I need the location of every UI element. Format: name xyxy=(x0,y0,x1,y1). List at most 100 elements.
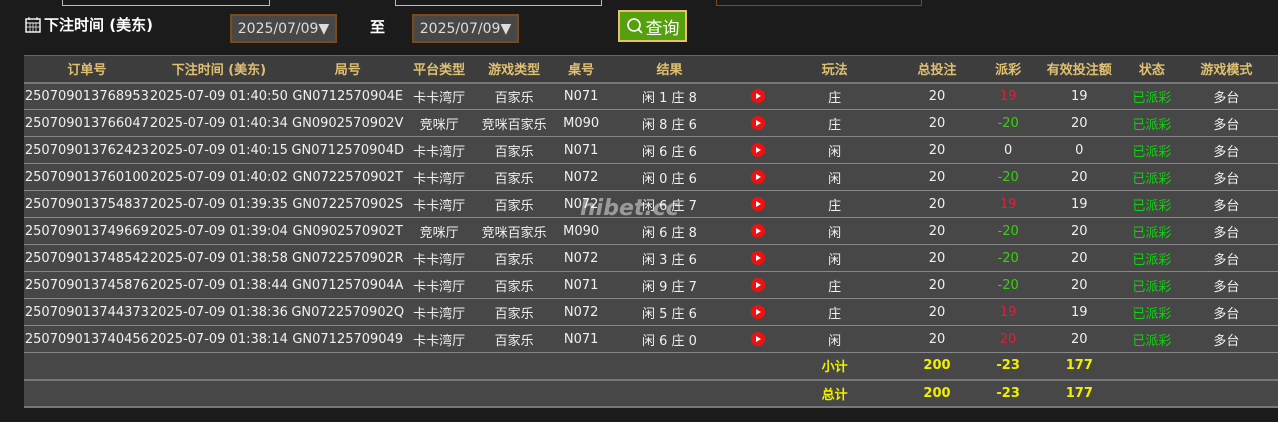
cell: 庄 xyxy=(782,298,888,326)
cell: 19 xyxy=(986,190,1030,218)
cell: 已派彩 xyxy=(1129,136,1175,164)
top-input-1[interactable] xyxy=(62,0,270,6)
column-header: 总投注 xyxy=(887,55,987,84)
cell: N071 xyxy=(557,136,605,164)
bet-time-text: 下注时间 (美东) xyxy=(44,16,153,34)
cell: 卡卡湾厅 xyxy=(407,136,471,164)
cell: 卡卡湾厅 xyxy=(407,325,471,353)
play-video-icon[interactable] xyxy=(751,143,766,157)
start-date-select[interactable]: 2025/07/09▼ xyxy=(230,14,337,43)
replay-cell xyxy=(734,271,783,299)
cell: GN0722570902Q xyxy=(287,298,408,326)
cell: 19 xyxy=(986,298,1030,326)
cell: 竞咪厅 xyxy=(407,217,471,245)
watermark: hibet.cc xyxy=(580,196,679,221)
cell: 卡卡湾厅 xyxy=(407,163,471,191)
cell: 2025-07-09 01:39:35 xyxy=(149,190,288,218)
column-header: 派彩 xyxy=(986,55,1030,84)
cell: 20 xyxy=(887,217,987,245)
cell: 0 xyxy=(1029,136,1130,164)
cell: 闲 xyxy=(782,163,888,191)
cell: 已派彩 xyxy=(1129,244,1175,272)
play-video-icon[interactable] xyxy=(751,89,766,104)
cell: 19 xyxy=(986,82,1030,110)
cell: 2025-07-09 01:38:14 xyxy=(149,325,288,353)
cell: 已派彩 xyxy=(1129,271,1175,299)
cell: 卡卡湾厅 xyxy=(407,190,471,218)
table-row: 250709013768953 2025-07-09 01:40:50 GN0712… xyxy=(24,82,1278,110)
bet-time-label: 下注时间 (美东) xyxy=(24,14,153,35)
cell: 百家乐 xyxy=(470,325,558,353)
cell: 百家乐 xyxy=(470,136,558,164)
empty-cell xyxy=(1129,352,1278,381)
empty-cell xyxy=(24,352,783,381)
subtotal-valid: 177 xyxy=(1029,352,1130,381)
cell: N072 xyxy=(557,190,605,218)
cell: 庄 xyxy=(782,109,888,137)
column-header: 下注时间 (美东) xyxy=(149,55,288,84)
cell: GN07125709049 xyxy=(287,325,408,353)
cell: 19 xyxy=(1029,82,1130,110)
cell: 20 xyxy=(887,163,987,191)
query-button[interactable]: 查询 xyxy=(618,10,687,42)
cell: 多台 xyxy=(1174,82,1278,110)
cell: 闲 1 庄 8 xyxy=(604,82,735,110)
cell: M090 xyxy=(557,217,605,245)
column-header: 局号 xyxy=(287,55,408,84)
to-label: 至 xyxy=(370,18,386,36)
cell: 20 xyxy=(1029,163,1130,191)
play-video-icon[interactable] xyxy=(751,278,766,292)
cell: -20 xyxy=(986,217,1030,245)
play-video-icon[interactable] xyxy=(751,224,766,238)
table-row: 250709013745876 2025-07-09 01:38:44 GN0712… xyxy=(24,271,1278,299)
cell: N071 xyxy=(557,325,605,353)
cell: GN0712570904A xyxy=(287,271,408,299)
subtotal-total: 200 xyxy=(887,352,987,381)
cell: 已派彩 xyxy=(1129,217,1175,245)
cell: 20 xyxy=(887,244,987,272)
cell: 2025-07-09 01:38:36 xyxy=(149,298,288,326)
replay-cell xyxy=(734,82,783,110)
column-header xyxy=(734,55,783,84)
table-row: 250709013762423 2025-07-09 01:40:15 GN0712… xyxy=(24,136,1278,164)
cell: 闲 3 庄 6 xyxy=(604,244,735,272)
cell: 多台 xyxy=(1174,244,1278,272)
cell: 闲 6 庄 7 xyxy=(604,190,735,218)
table-row: 250709013744373 2025-07-09 01:38:36 GN0722… xyxy=(24,298,1278,326)
end-date-select[interactable]: 2025/07/09▼ xyxy=(412,14,519,43)
play-video-icon[interactable] xyxy=(751,116,766,130)
cell: 多台 xyxy=(1174,136,1278,164)
cell: 250709013744373 xyxy=(24,298,150,326)
cell: 250709013760100 xyxy=(24,163,150,191)
cell: N071 xyxy=(557,271,605,299)
cell: 百家乐 xyxy=(470,163,558,191)
play-video-icon[interactable] xyxy=(751,197,766,211)
cell: 20 xyxy=(986,325,1030,353)
cell: 卡卡湾厅 xyxy=(407,271,471,299)
play-video-icon[interactable] xyxy=(751,251,766,265)
play-video-icon[interactable] xyxy=(751,170,766,184)
play-video-icon[interactable] xyxy=(751,332,766,346)
cell: 多台 xyxy=(1174,325,1278,353)
grandtotal-payout: -23 xyxy=(986,379,1030,408)
play-video-icon[interactable] xyxy=(751,305,766,319)
cell: 250709013740456 xyxy=(24,325,150,353)
replay-cell xyxy=(734,163,783,191)
cell: 20 xyxy=(887,82,987,110)
cell: 多台 xyxy=(1174,271,1278,299)
cell: 2025-07-09 01:40:15 xyxy=(149,136,288,164)
cell: 百家乐 xyxy=(470,244,558,272)
cell: 竞咪百家乐 xyxy=(470,109,558,137)
cell: 2025-07-09 01:39:04 xyxy=(149,217,288,245)
bet-records-table: 订单号 下注时间 (美东) 局号 平台类型 游戏类型 桌号 结果 玩法 总投注 派彩 有效投注额 状态… xyxy=(24,55,1278,408)
top-input-3[interactable] xyxy=(716,0,922,6)
cell: -20 xyxy=(986,163,1030,191)
table-row: 250709013749669 2025-07-09 01:39:04 GN0902… xyxy=(24,217,1278,245)
replay-cell xyxy=(734,109,783,137)
column-header: 结果 xyxy=(604,55,735,84)
grandtotal-row: 总计 200 -23 177 xyxy=(24,379,1278,408)
subtotal-row: 小计 200 -23 177 xyxy=(24,352,1278,381)
cell: 250709013754837 xyxy=(24,190,150,218)
top-input-2[interactable] xyxy=(395,0,602,6)
cell: 20 xyxy=(887,190,987,218)
